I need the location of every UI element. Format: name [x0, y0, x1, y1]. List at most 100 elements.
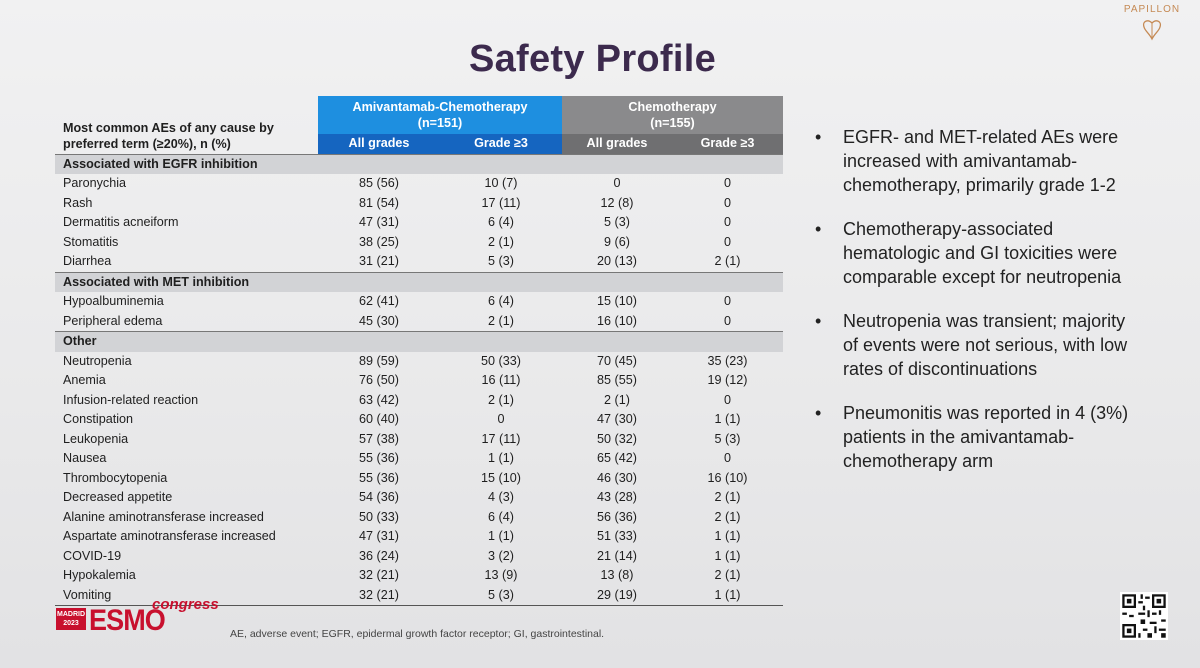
table-row: Aspartate aminotransferase increased 47 (…	[55, 527, 783, 547]
ae-value: 16 (10)	[707, 470, 748, 485]
table-row: Alanine aminotransferase increased 50 (33…	[55, 508, 783, 528]
table-row: Hypokalemia 32 (21) 13 (9) 13 (8) 2 (1)	[55, 566, 783, 586]
butterfly-icon	[1142, 20, 1162, 41]
ae-value: 5 (3)	[604, 215, 630, 229]
arm-name: Amivantamab-Chemotherapy	[352, 100, 528, 114]
table-row: Constipation 60 (40) 0 47 (30) 1 (1)	[55, 410, 783, 430]
ae-value: 6 (4)	[488, 215, 514, 229]
section-filler	[562, 331, 672, 352]
ae-value: 0	[723, 294, 731, 308]
table-row: Dermatitis acneiform 47 (31) 6 (4) 5 (3) 0	[55, 213, 783, 233]
ae-value: 0	[723, 392, 731, 407]
ae-value: 1 (1)	[714, 529, 741, 543]
ae-value: 65 (42)	[597, 451, 637, 465]
ae-value: 50 (33)	[359, 509, 399, 524]
subheader-grade-3: Grade ≥3	[440, 134, 562, 154]
ae-value: 5 (3)	[714, 431, 741, 446]
ae-value: 20 (13)	[597, 254, 637, 268]
ae-value: 47 (30)	[597, 412, 637, 426]
ae-term: Aspartate aminotransferase increased	[63, 529, 276, 543]
ae-value: 36 (24)	[359, 548, 399, 563]
ae-value: 0	[723, 176, 731, 190]
ae-value: 2 (1)	[714, 568, 741, 582]
ae-value: 16 (10)	[597, 313, 637, 328]
ae-value: 2 (1)	[714, 254, 741, 268]
table-row: Nausea 55 (36) 1 (1) 65 (42) 0	[55, 449, 783, 469]
ae-term: Hypokalemia	[63, 568, 136, 582]
ae-term: Rash	[63, 195, 93, 210]
ae-value: 46 (30)	[597, 470, 637, 485]
ae-value: 56 (36)	[597, 509, 637, 524]
section-label: Associated with MET inhibition	[55, 271, 318, 292]
footnote: AE, adverse event; EGFR, epidermal growt…	[230, 628, 605, 640]
ae-term: Stomatitis	[63, 234, 119, 249]
table-row: Rash 81 (54) 17 (11) 12 (8) 0	[55, 194, 783, 214]
ae-value: 0	[613, 176, 621, 190]
ae-value: 29 (19)	[562, 585, 672, 606]
ae-term: Dermatitis acneiform	[63, 215, 179, 229]
ae-value: 6 (4)	[488, 509, 514, 524]
esmo-wordmark: ESMO	[89, 604, 166, 637]
ae-value: 51 (33)	[597, 529, 637, 543]
section-filler	[440, 153, 562, 174]
arm-header-chemotherapy: Chemotherapy (n=155)	[562, 96, 783, 134]
ae-term: Hypoalbuminemia	[63, 294, 164, 308]
ae-value: 2 (1)	[714, 490, 741, 504]
ae-value: 17 (11)	[481, 431, 521, 446]
ae-term: Constipation	[63, 412, 134, 426]
ae-value: 4 (3)	[488, 490, 514, 504]
table-row: Thrombocytopenia 55 (36) 15 (10) 46 (30) 16 …	[55, 469, 783, 489]
arm-header-amivantamab: Amivantamab-Chemotherapy (n=151)	[318, 96, 562, 134]
table-row: Vomiting 32 (21) 5 (3) 29 (19) 1 (1)	[55, 585, 783, 606]
table-row: COVID-19 36 (24) 3 (2) 21 (14) 1 (1)	[55, 547, 783, 567]
ae-value: 35 (23)	[707, 353, 748, 368]
ae-term: Infusion-related reaction	[63, 392, 199, 407]
congress-city: MADRID 2023	[56, 608, 86, 630]
section-filler	[562, 271, 672, 292]
subheader-grade-3: Grade ≥3	[672, 134, 783, 154]
ae-value: 85 (55)	[597, 373, 637, 387]
ae-value: 15 (10)	[597, 294, 637, 308]
ae-value: 9 (6)	[604, 234, 630, 249]
ae-value: 16 (11)	[481, 373, 521, 387]
bullet-dot-icon: •	[815, 219, 822, 239]
ae-term: Vomiting	[55, 585, 318, 606]
slide-title: Safety Profile	[468, 38, 717, 80]
ae-value: 55 (36)	[359, 470, 399, 485]
table-row: Decreased appetite 54 (36) 4 (3) 43 (28) 2 (…	[55, 488, 783, 508]
section-row: Associated with MET inhibition	[55, 271, 783, 292]
ae-value: 6 (4)	[488, 294, 514, 308]
bullet-item: • Chemotherapy-associated hematologic and…	[815, 217, 1135, 289]
ae-value: 62 (41)	[359, 294, 399, 308]
ae-value: 0	[723, 451, 731, 465]
ae-value: 21 (14)	[597, 548, 637, 563]
table-row: Anemia 76 (50) 16 (11) 85 (55) 19 (12)	[55, 371, 783, 391]
section-label: Other	[55, 331, 318, 352]
section-row: Associated with EGFR inhibition	[55, 153, 783, 174]
section-filler	[672, 331, 783, 352]
ae-term: Nausea	[63, 451, 107, 465]
ae-value: 2 (1)	[488, 392, 514, 407]
ae-value: 50 (33)	[481, 353, 521, 368]
ae-value: 17 (11)	[481, 195, 521, 210]
ae-value: 47 (31)	[359, 215, 399, 229]
congress-year: 2023	[63, 620, 79, 627]
ae-value: 5 (3)	[488, 254, 514, 268]
congress-tag: congress	[152, 596, 219, 613]
adverse-events-table: Most common AEs of any cause by preferre…	[55, 96, 783, 606]
row-header-label: Most common AEs of any cause by preferre…	[63, 120, 274, 151]
section-filler	[672, 271, 783, 292]
ae-value: 70 (45)	[597, 353, 637, 368]
ae-term: Decreased appetite	[63, 490, 173, 504]
ae-term: Alanine aminotransferase increased	[63, 509, 264, 524]
ae-value: 0	[723, 313, 731, 328]
table-row: Diarrhea 31 (21) 5 (3) 20 (13) 2 (1)	[55, 252, 783, 272]
section-label: Associated with EGFR inhibition	[55, 153, 318, 174]
ae-term: Leukopenia	[63, 431, 129, 446]
ae-term: Paronychia	[63, 176, 127, 190]
ae-value: 0	[723, 195, 731, 210]
ae-value: 1 (1)	[714, 548, 741, 563]
ae-value: 32 (21)	[359, 568, 399, 582]
ae-value: 63 (42)	[359, 392, 399, 407]
